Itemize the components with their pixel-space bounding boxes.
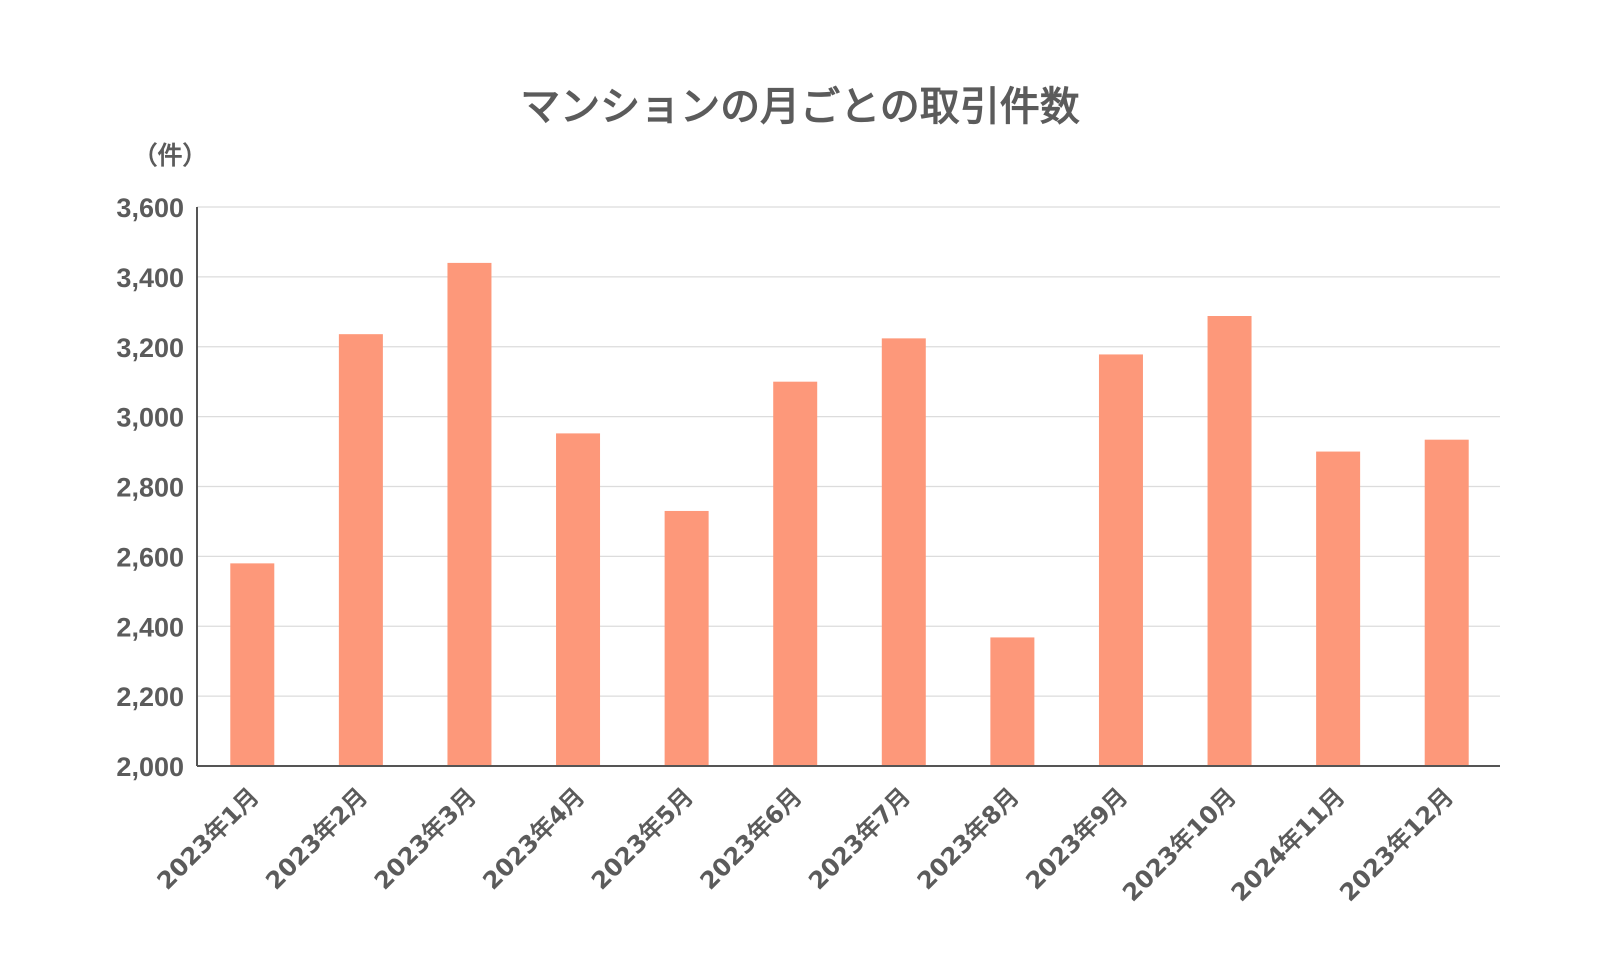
y-tick-label-2000: 2,000 — [116, 752, 184, 782]
y-axis-ticks: 2,000 2,200 2,400 2,600 2,800 3,000 3,200 3,400… — [116, 193, 184, 782]
x-tick-label-1: 2023年1月 — [152, 782, 265, 895]
chart-title: マンションの月ごとの取引件数 — [520, 84, 1080, 130]
bar-11 — [1316, 451, 1361, 766]
y-tick-label-3400: 3,400 — [116, 263, 184, 293]
x-tick-label-3: 2023年3月 — [369, 782, 482, 895]
x-tick-label-6: 2023年6月 — [695, 782, 808, 895]
y-tick-label-2800: 2,800 — [116, 473, 184, 503]
bar-3 — [447, 262, 492, 766]
y-tick-label-3200: 3,200 — [116, 333, 184, 363]
x-tick-label-11: 2024年11月 — [1226, 782, 1351, 907]
bar-2 — [338, 334, 383, 766]
y-tick-label-3600: 3,600 — [116, 193, 184, 223]
y-tick-label-2200: 2,200 — [116, 682, 184, 712]
x-tick-label-9: 2023年9月 — [1020, 782, 1133, 895]
bar-1 — [230, 563, 275, 766]
bar-4 — [556, 433, 601, 766]
y-tick-label-3000: 3,000 — [116, 403, 184, 433]
y-axis-unit-label: （件） — [132, 141, 207, 170]
x-axis-ticks: 2023年1月2023年2月2023年3月2023年4月2023年5月2023年… — [152, 782, 1459, 907]
x-tick-label-2: 2023年2月 — [260, 782, 373, 895]
x-tick-label-7: 2023年7月 — [803, 782, 916, 895]
bar-12 — [1424, 439, 1469, 766]
axes — [196, 207, 1500, 767]
bar-10 — [1207, 316, 1252, 766]
x-tick-label-4: 2023年4月 — [478, 782, 591, 895]
bars — [230, 262, 1469, 766]
bar-6 — [773, 381, 818, 766]
x-tick-label-12: 2023年12月 — [1334, 782, 1459, 907]
gridlines — [197, 206, 1500, 697]
y-tick-label-2600: 2,600 — [116, 542, 184, 572]
bar-5 — [664, 510, 709, 766]
x-tick-label-8: 2023年8月 — [912, 782, 1025, 895]
x-tick-label-5: 2023年5月 — [586, 782, 699, 895]
bar-7 — [881, 338, 926, 766]
y-tick-label-2400: 2,400 — [116, 612, 184, 642]
bar-9 — [1098, 354, 1143, 766]
x-tick-label-10: 2023年10月 — [1117, 782, 1242, 907]
bar-8 — [990, 637, 1035, 766]
